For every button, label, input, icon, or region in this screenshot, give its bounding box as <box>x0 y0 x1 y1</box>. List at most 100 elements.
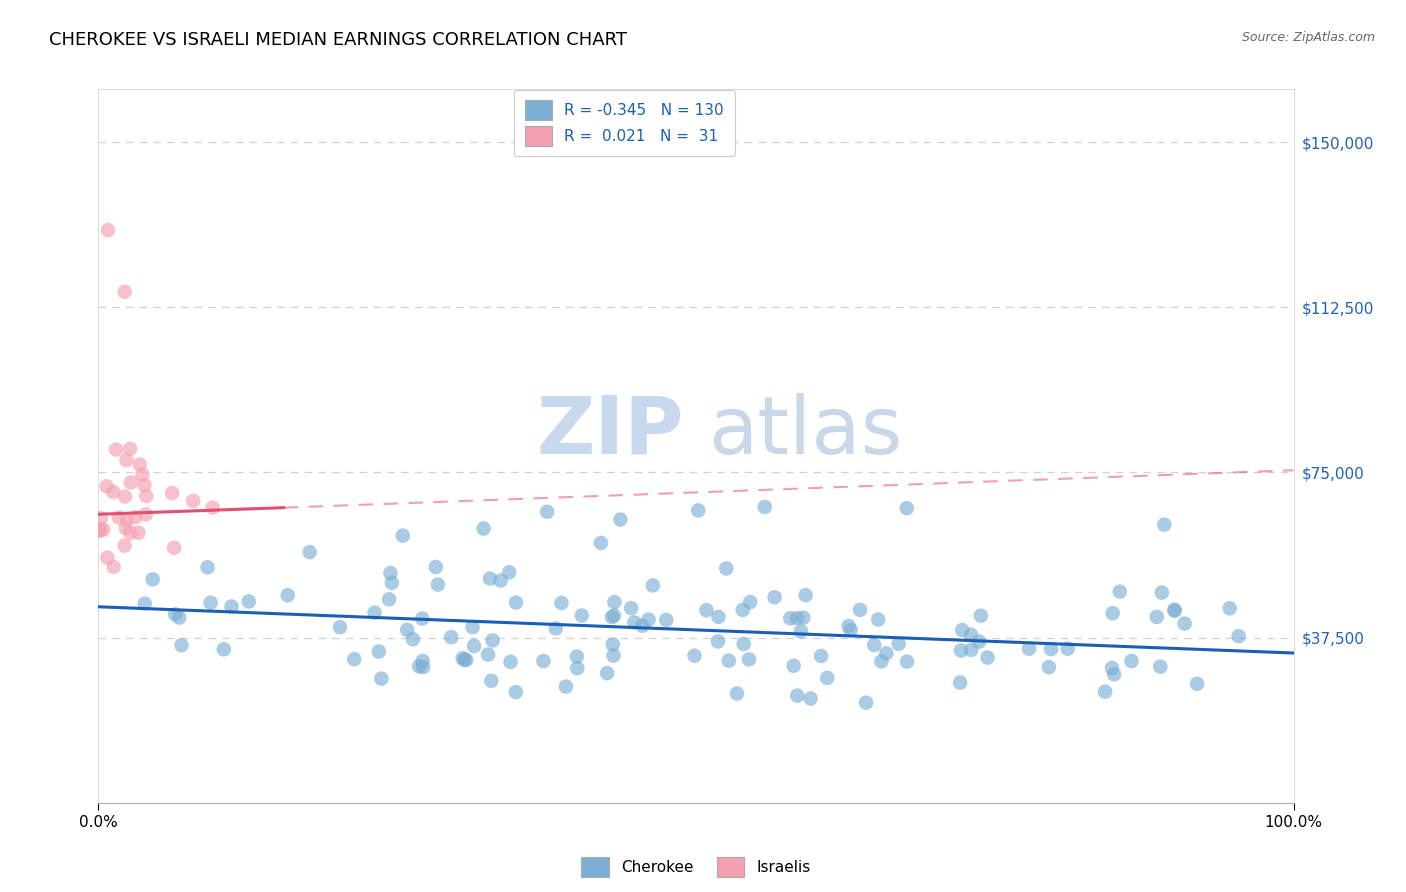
Point <box>794 588 817 602</box>
Point <box>412 654 434 668</box>
Point <box>440 630 463 644</box>
Point <box>600 610 623 624</box>
Point <box>695 603 717 617</box>
Point <box>477 648 499 662</box>
Point <box>565 649 588 664</box>
Point <box>1150 585 1173 599</box>
Point <box>135 489 157 503</box>
Point <box>1102 667 1125 681</box>
Point <box>463 639 485 653</box>
Point <box>1018 641 1040 656</box>
Point <box>810 648 832 663</box>
Point <box>456 653 478 667</box>
Point <box>602 638 624 652</box>
Point <box>868 612 890 626</box>
Point <box>451 651 474 665</box>
Point <box>392 528 415 542</box>
Point <box>197 560 219 574</box>
Point <box>1040 642 1063 657</box>
Text: CHEROKEE VS ISRAELI MEDIAN EARNINGS CORRELATION CHART: CHEROKEE VS ISRAELI MEDIAN EARNINGS CORR… <box>49 31 627 49</box>
Point <box>381 575 404 590</box>
Point <box>567 661 589 675</box>
Point <box>169 610 191 624</box>
Point <box>499 655 522 669</box>
Point <box>114 285 136 299</box>
Point <box>120 475 142 490</box>
Point <box>505 685 527 699</box>
Point <box>120 526 142 541</box>
Point <box>412 660 434 674</box>
Point <box>631 618 654 632</box>
Point <box>367 644 389 658</box>
Point <box>380 566 402 580</box>
Point <box>200 596 222 610</box>
Point <box>1185 677 1208 691</box>
Point <box>426 577 449 591</box>
Point <box>738 652 761 666</box>
Point <box>212 642 235 657</box>
Point <box>731 603 754 617</box>
Point <box>790 624 813 639</box>
Point <box>461 620 484 634</box>
Point <box>1121 654 1143 668</box>
Point <box>1149 659 1171 673</box>
Point <box>1101 661 1123 675</box>
Point <box>238 594 260 608</box>
Point <box>623 615 645 630</box>
Legend: Cherokee, Israelis: Cherokee, Israelis <box>574 849 818 884</box>
Point <box>555 680 578 694</box>
Point <box>425 560 447 574</box>
Point <box>754 500 776 514</box>
Point <box>800 691 823 706</box>
Point <box>544 621 567 635</box>
Point <box>596 666 619 681</box>
Point <box>725 686 748 700</box>
Point <box>181 494 204 508</box>
Point <box>481 633 503 648</box>
Text: ZIP: ZIP <box>537 392 685 471</box>
Point <box>479 673 502 688</box>
Point <box>505 596 527 610</box>
Point <box>163 541 186 555</box>
Point <box>170 638 193 652</box>
Point <box>603 595 626 609</box>
Point <box>870 654 893 668</box>
Point <box>329 620 352 634</box>
Point <box>221 599 243 614</box>
Point <box>107 510 129 524</box>
Point <box>609 512 631 526</box>
Point <box>90 511 112 525</box>
Point <box>298 545 321 559</box>
Point <box>536 505 558 519</box>
Point <box>498 566 520 580</box>
Point <box>688 503 710 517</box>
Point <box>960 628 983 642</box>
Point <box>655 613 678 627</box>
Point <box>949 643 972 657</box>
Point <box>142 572 165 586</box>
Point <box>550 596 572 610</box>
Point <box>114 539 136 553</box>
Point <box>863 638 886 652</box>
Point <box>402 632 425 647</box>
Point <box>115 453 138 467</box>
Point <box>786 689 808 703</box>
Point <box>472 522 495 536</box>
Point <box>120 442 142 456</box>
Point <box>740 595 762 609</box>
Point <box>343 652 366 666</box>
Point <box>453 653 475 667</box>
Point <box>531 654 554 668</box>
Point <box>589 536 612 550</box>
Point <box>114 521 136 535</box>
Point <box>637 613 659 627</box>
Point <box>970 608 993 623</box>
Point <box>97 223 120 237</box>
Point <box>1056 641 1078 656</box>
Point <box>763 591 786 605</box>
Point <box>1174 616 1197 631</box>
Point <box>779 611 801 625</box>
Point <box>1163 604 1185 618</box>
Point <box>875 646 897 660</box>
Text: atlas: atlas <box>709 392 903 471</box>
